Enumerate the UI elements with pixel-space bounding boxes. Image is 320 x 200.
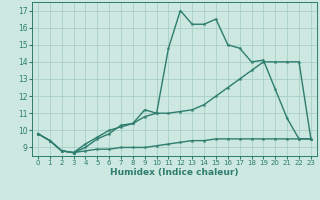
X-axis label: Humidex (Indice chaleur): Humidex (Indice chaleur) <box>110 168 239 177</box>
